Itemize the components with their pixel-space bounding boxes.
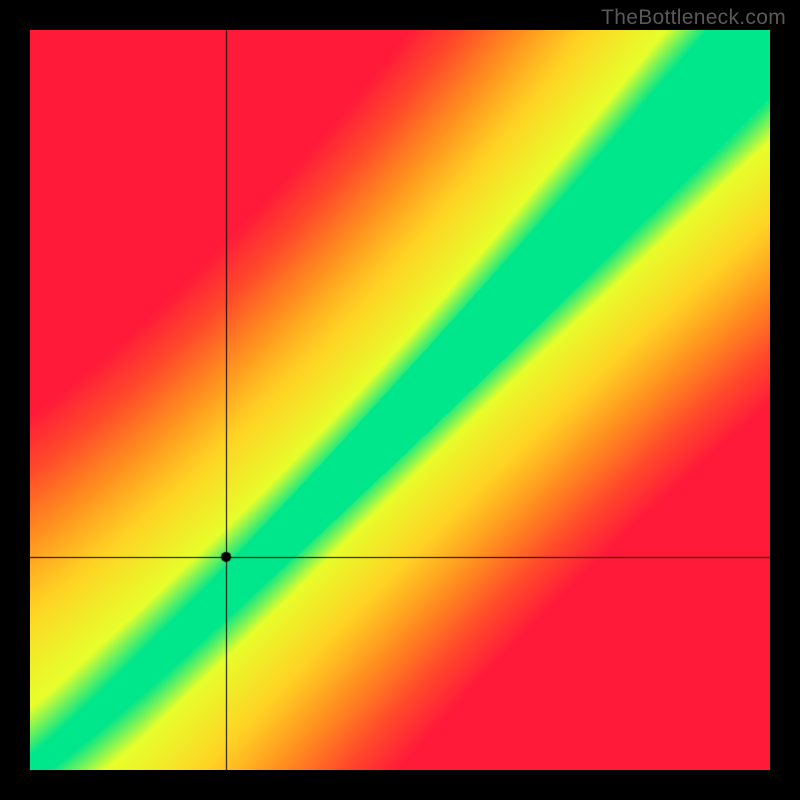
chart-container: TheBottleneck.com bbox=[0, 0, 800, 800]
watermark-text: TheBottleneck.com bbox=[601, 6, 786, 30]
crosshair-overlay-canvas bbox=[30, 30, 770, 770]
plot-area bbox=[30, 30, 770, 770]
